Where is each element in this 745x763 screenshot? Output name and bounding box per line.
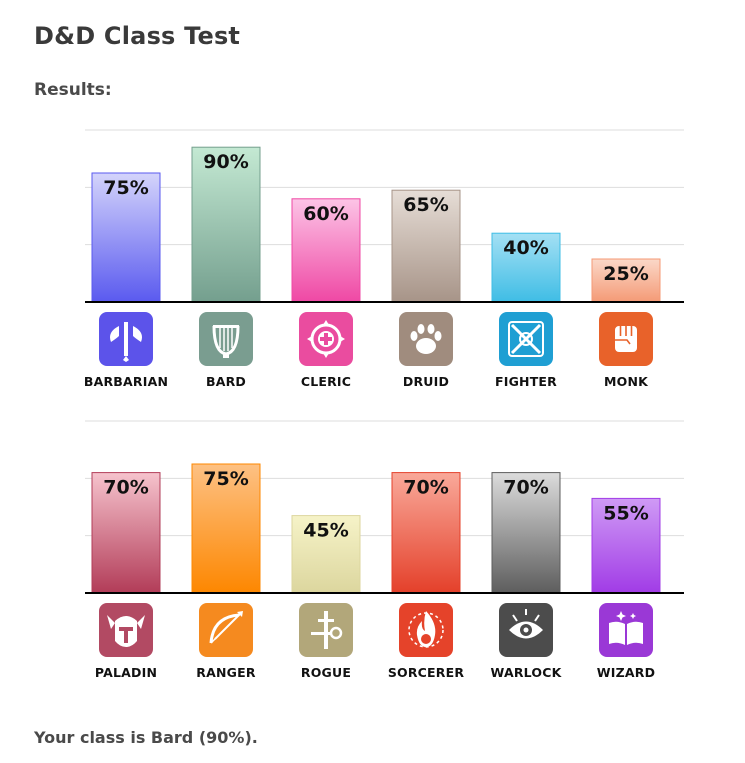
bow-icon [199, 603, 253, 657]
category-label: PALADIN [94, 665, 158, 680]
fist-icon [599, 312, 653, 366]
category-label: WIZARD [596, 665, 656, 680]
class-item-bard: BARD [171, 312, 281, 389]
class-item-wizard: WIZARD [571, 603, 681, 680]
bar-rogue [291, 515, 361, 594]
class-item-ranger: RANGER [171, 603, 281, 680]
bar-paladin [91, 472, 161, 594]
result-verdict: Your class is Bard (90%). [34, 728, 258, 747]
bar-chart-1: 75% 90% 60% 65% 40% 25% [85, 129, 684, 303]
value-label-warlock: 70% [503, 477, 548, 499]
class-item-paladin: PALADIN [71, 603, 181, 680]
category-label: SORCERER [387, 665, 465, 680]
chart-group-1: 75% 90% 60% 65% 40% 25% [0, 122, 745, 307]
value-label-sorcerer: 70% [403, 477, 448, 499]
crossed-swords-icon [499, 312, 553, 366]
holy-symbol-icon [299, 312, 353, 366]
class-item-monk: MONK [571, 312, 681, 389]
bar-cleric [291, 198, 361, 303]
value-label-paladin: 70% [103, 477, 148, 499]
value-label-ranger: 75% [203, 468, 248, 490]
eye-icon [499, 603, 553, 657]
category-label: BARD [205, 374, 246, 389]
class-item-fighter: FIGHTER [471, 312, 581, 389]
category-label: WARLOCK [490, 665, 562, 680]
category-label: FIGHTER [494, 374, 557, 389]
category-label: BARBARIAN [83, 374, 169, 389]
spellbook-icon [599, 603, 653, 657]
class-item-druid: DRUID [371, 312, 481, 389]
value-label-monk: 25% [603, 263, 648, 285]
value-label-fighter: 40% [503, 237, 548, 259]
axe-icon [99, 312, 153, 366]
category-label: CLERIC [300, 374, 352, 389]
value-label-bard: 90% [203, 151, 248, 173]
page-title: D&D Class Test [34, 22, 241, 50]
class-item-barbarian: BARBARIAN [71, 312, 181, 389]
value-label-druid: 65% [403, 194, 448, 216]
value-label-cleric: 60% [303, 203, 348, 225]
category-label: RANGER [196, 665, 256, 680]
bar-bard [191, 146, 261, 303]
bar-wizard [591, 497, 661, 594]
class-row-1: BARBARIAN BARD CLERIC DRUID FIGHTER MONK [0, 312, 745, 392]
key-dagger-icon [299, 603, 353, 657]
category-label: MONK [603, 374, 648, 389]
value-label-wizard: 55% [603, 502, 648, 524]
class-item-rogue: ROGUE [271, 603, 381, 680]
class-item-cleric: CLERIC [271, 312, 381, 389]
bar-ranger [191, 463, 261, 594]
results-heading: Results: [34, 80, 112, 100]
class-row-2: PALADIN RANGER ROGUE SORCERER WARLOCK WIZARD [0, 603, 745, 683]
bar-warlock [491, 472, 561, 594]
class-item-warlock: WARLOCK [471, 603, 581, 680]
bar-chart-2: 70% 75% 45% 70% 70% 55% [85, 420, 684, 594]
flame-icon [399, 603, 453, 657]
bar-sorcerer [391, 472, 461, 594]
category-label: ROGUE [300, 665, 352, 680]
helmet-icon [99, 603, 153, 657]
value-label-barbarian: 75% [103, 177, 148, 199]
category-label: DRUID [402, 374, 450, 389]
class-item-sorcerer: SORCERER [371, 603, 481, 680]
bar-barbarian [91, 172, 161, 303]
lyre-icon [199, 312, 253, 366]
value-label-rogue: 45% [303, 520, 348, 542]
chart-group-2: 70% 75% 45% 70% 70% 55% [0, 413, 745, 598]
paw-icon [399, 312, 453, 366]
